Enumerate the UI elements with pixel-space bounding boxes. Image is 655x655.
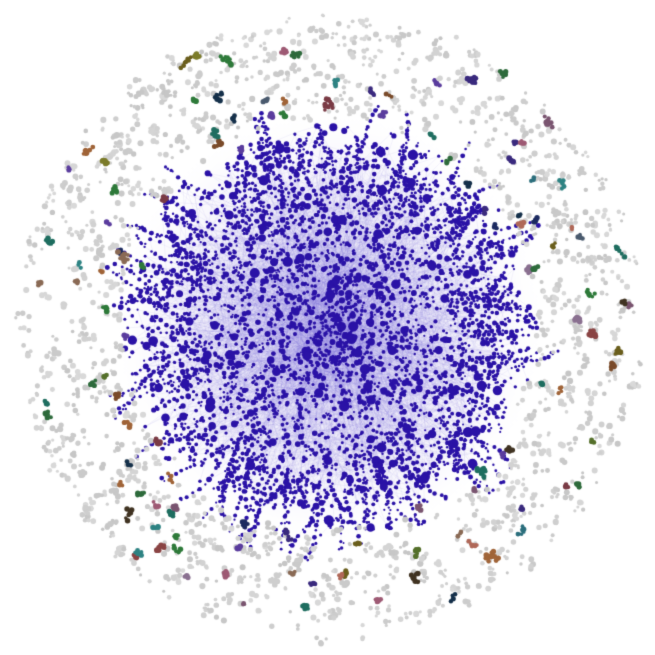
- network-visualization: [0, 0, 655, 655]
- network-graph-canvas: [0, 0, 655, 655]
